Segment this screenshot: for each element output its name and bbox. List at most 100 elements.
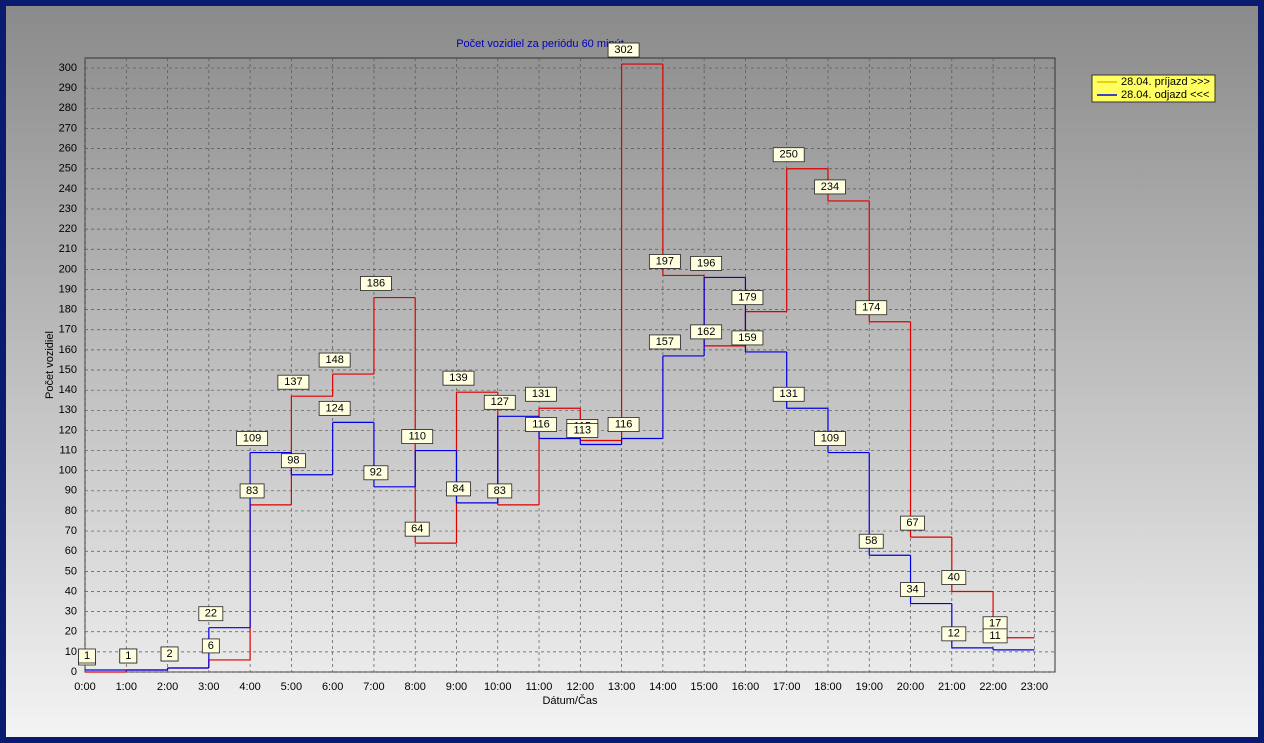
value-label: 2	[166, 648, 172, 660]
y-tick-label: 140	[59, 384, 77, 396]
value-label-box	[277, 374, 310, 390]
y-tick-label: 170	[59, 324, 77, 336]
value-label: 197	[656, 255, 674, 267]
value-label: 174	[862, 302, 880, 314]
value-label: 6	[208, 640, 214, 652]
value-label: 159	[738, 332, 756, 344]
value-label-box	[487, 483, 513, 499]
value-label: 1	[125, 650, 131, 662]
x-tick-label: 16:00	[732, 681, 760, 693]
y-tick-label: 180	[59, 304, 77, 316]
x-tick-label: 20:00	[897, 681, 925, 693]
value-label: 127	[491, 396, 509, 408]
y-tick-label: 70	[65, 525, 77, 537]
y-tick-label: 110	[59, 444, 77, 456]
y-tick-label: 210	[59, 243, 77, 255]
value-label: 83	[494, 485, 506, 497]
value-label-box	[78, 648, 96, 664]
value-label: 131	[780, 388, 798, 400]
value-label-box	[318, 352, 351, 368]
x-tick-label: 17:00	[773, 681, 801, 693]
y-tick-label: 270	[59, 122, 77, 134]
value-label-box	[941, 626, 967, 642]
value-label: 131	[532, 388, 550, 400]
value-label: 12	[948, 628, 960, 640]
legend-label: 28.04. odjazd <<<	[1121, 89, 1209, 101]
y-tick-label: 220	[59, 223, 77, 235]
y-tick-label: 60	[65, 545, 77, 557]
value-label-box	[446, 481, 471, 497]
x-tick-label: 14:00	[649, 681, 677, 693]
y-tick-label: 290	[59, 82, 77, 94]
value-label: 148	[325, 354, 343, 366]
x-tick-label: 7:00	[363, 681, 384, 693]
y-tick-label: 80	[65, 505, 77, 517]
x-tick-label: 21:00	[938, 681, 966, 693]
chart-title: Počet vozidiel za periódu 60 minút	[456, 38, 624, 50]
x-tick-label: 6:00	[322, 681, 343, 693]
value-label: 109	[821, 432, 839, 444]
value-label-box	[814, 431, 846, 446]
value-label-box	[731, 290, 764, 306]
value-label: 179	[738, 292, 756, 304]
y-tick-label: 10	[65, 646, 77, 658]
value-label-box	[280, 453, 306, 469]
x-tick-label: 1:00	[116, 681, 137, 693]
x-tick-label: 13:00	[608, 681, 636, 693]
value-label-box	[772, 147, 805, 163]
value-label: 186	[367, 277, 385, 289]
x-tick-label: 3:00	[198, 681, 219, 693]
value-label-box	[690, 324, 723, 340]
value-label-box	[814, 179, 846, 195]
value-label-box	[318, 400, 351, 416]
value-label: 124	[325, 402, 343, 414]
value-label-box	[731, 330, 764, 346]
y-tick-label: 40	[65, 585, 77, 597]
value-label-box	[404, 521, 430, 537]
value-label-box	[858, 533, 884, 549]
x-tick-label: 11:00	[526, 681, 553, 693]
value-label-box	[566, 423, 599, 438]
y-tick-label: 130	[59, 404, 77, 416]
value-label: 92	[370, 467, 382, 479]
x-tick-label: 12:00	[567, 681, 595, 693]
value-label: 83	[246, 485, 258, 497]
y-tick-label: 100	[59, 465, 77, 477]
value-label-box	[648, 334, 681, 350]
value-label-box	[607, 417, 640, 432]
y-tick-label: 190	[59, 283, 77, 295]
y-tick-label: 20	[65, 626, 77, 638]
legend-label: 28.04. príjazd >>>	[1121, 76, 1210, 88]
y-tick-label: 240	[59, 183, 77, 195]
value-label: 116	[615, 418, 633, 430]
y-tick-label: 0	[71, 666, 77, 678]
y-tick-label: 160	[59, 344, 77, 356]
value-label-box	[900, 515, 925, 531]
value-label: 84	[452, 483, 464, 495]
value-label-box	[607, 42, 640, 58]
value-label: 64	[411, 523, 423, 535]
value-label-box	[442, 370, 475, 386]
value-label: 67	[906, 517, 918, 529]
y-tick-label: 280	[59, 102, 77, 114]
x-tick-label: 8:00	[405, 681, 426, 693]
y-tick-label: 200	[59, 263, 77, 275]
value-label: 139	[449, 372, 467, 384]
value-label-box	[160, 646, 179, 662]
y-tick-label: 300	[59, 62, 77, 74]
value-label: 116	[532, 418, 550, 430]
x-tick-label: 10:00	[484, 681, 512, 693]
value-label: 17	[989, 618, 1001, 630]
legend	[1091, 74, 1216, 103]
y-tick-label: 260	[59, 142, 77, 154]
value-label-box	[236, 431, 269, 446]
value-label: 98	[287, 455, 299, 467]
value-label: 110	[408, 430, 426, 442]
y-tick-label: 150	[59, 364, 77, 376]
value-label-box	[363, 465, 389, 481]
value-label: 58	[865, 535, 877, 547]
x-tick-label: 4:00	[239, 681, 260, 693]
y-tick-label: 230	[59, 203, 77, 215]
y-tick-label: 120	[59, 424, 77, 436]
